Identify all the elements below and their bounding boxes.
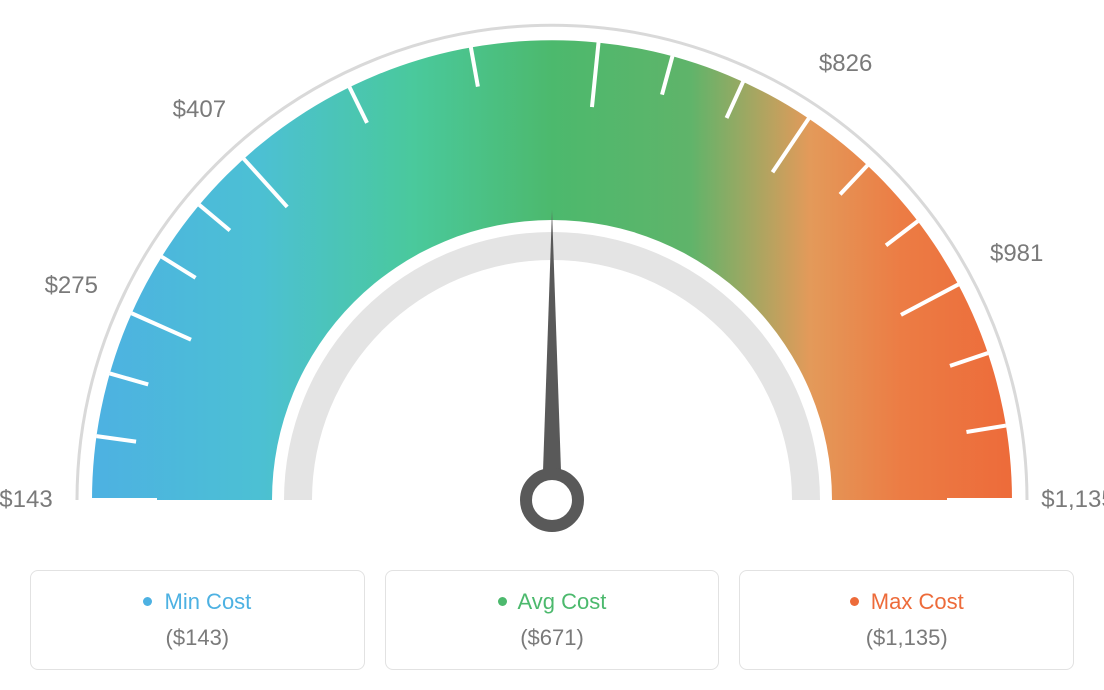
legend-max-value: ($1,135) <box>750 625 1063 651</box>
gauge-svg <box>0 0 1104 560</box>
legend-avg: Avg Cost ($671) <box>385 570 720 670</box>
gauge-tick-label: $143 <box>0 486 53 514</box>
gauge-tick-label: $275 <box>45 272 98 300</box>
gauge-tick-label: $826 <box>819 50 872 78</box>
gauge-tick-label: $981 <box>990 240 1043 268</box>
legend-min-value: ($143) <box>41 625 354 651</box>
legend-max-title: Max Cost <box>750 589 1063 615</box>
legend-row: Min Cost ($143) Avg Cost ($671) Max Cost… <box>0 570 1104 670</box>
legend-avg-title: Avg Cost <box>396 589 709 615</box>
legend-max-label: Max Cost <box>871 589 964 614</box>
gauge-tick-label: $407 <box>173 96 226 124</box>
dot-icon <box>498 597 507 606</box>
dot-icon <box>850 597 859 606</box>
legend-min: Min Cost ($143) <box>30 570 365 670</box>
legend-max: Max Cost ($1,135) <box>739 570 1074 670</box>
cost-gauge: $143$275$407$671$826$981$1,135 <box>0 0 1104 560</box>
legend-min-title: Min Cost <box>41 589 354 615</box>
gauge-tick-label: $1,135 <box>1041 486 1104 514</box>
legend-min-label: Min Cost <box>165 589 252 614</box>
legend-avg-label: Avg Cost <box>518 589 607 614</box>
dot-icon <box>143 597 152 606</box>
legend-avg-value: ($671) <box>396 625 709 651</box>
